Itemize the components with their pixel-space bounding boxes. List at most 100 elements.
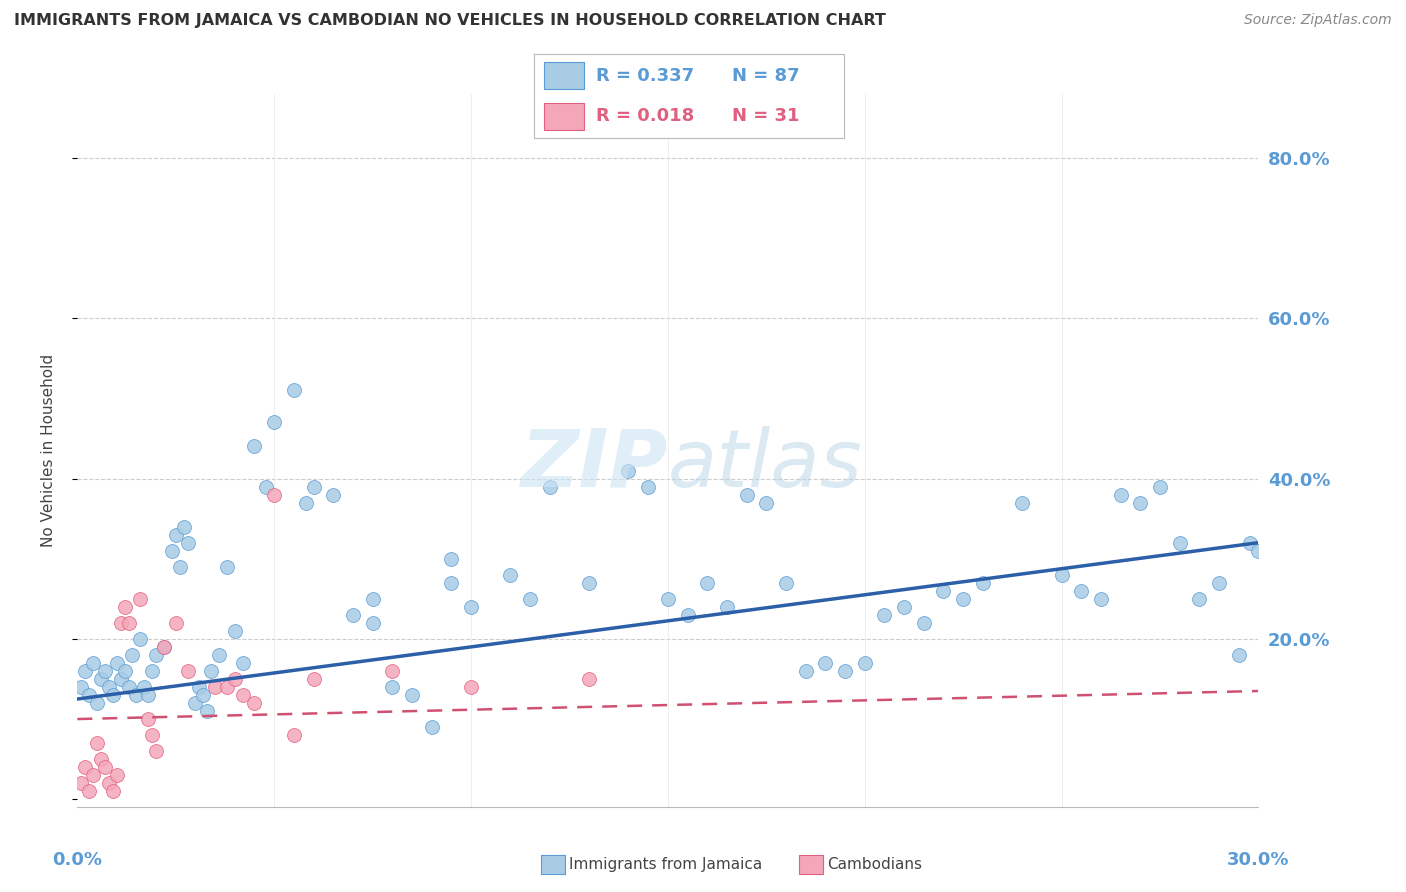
Point xyxy=(696,575,718,590)
Point xyxy=(195,704,218,718)
Point xyxy=(460,599,482,614)
Bar xyxy=(544,103,583,130)
Point xyxy=(165,527,187,541)
Point xyxy=(263,416,285,430)
Point xyxy=(440,551,463,566)
Point xyxy=(117,680,139,694)
Point xyxy=(932,583,955,598)
Point xyxy=(361,591,384,606)
Point xyxy=(342,607,364,622)
Point xyxy=(77,784,100,798)
Point xyxy=(283,384,305,398)
Point xyxy=(519,591,541,606)
Point xyxy=(657,591,679,606)
Text: ZIP: ZIP xyxy=(520,425,668,504)
Text: atlas: atlas xyxy=(668,425,863,504)
Point xyxy=(1168,535,1191,549)
Bar xyxy=(544,62,583,89)
Point xyxy=(193,688,215,702)
Point xyxy=(912,615,935,630)
Point xyxy=(302,479,325,493)
Text: N = 87: N = 87 xyxy=(733,67,800,85)
Point xyxy=(243,696,266,710)
Point xyxy=(893,599,915,614)
Point xyxy=(460,680,482,694)
Point xyxy=(145,648,167,662)
Point xyxy=(420,720,443,734)
Point xyxy=(499,567,522,582)
Point xyxy=(361,615,384,630)
Point xyxy=(86,696,108,710)
Point xyxy=(716,599,738,614)
Point xyxy=(188,680,211,694)
Point xyxy=(873,607,896,622)
Point xyxy=(302,672,325,686)
Point xyxy=(105,656,128,670)
Point xyxy=(75,760,97,774)
Point xyxy=(263,487,285,501)
Point xyxy=(617,463,640,477)
Point xyxy=(165,615,187,630)
Point xyxy=(1070,583,1092,598)
Point xyxy=(1188,591,1211,606)
Point xyxy=(184,696,207,710)
Text: IMMIGRANTS FROM JAMAICA VS CAMBODIAN NO VEHICLES IN HOUSEHOLD CORRELATION CHART: IMMIGRANTS FROM JAMAICA VS CAMBODIAN NO … xyxy=(14,13,886,29)
Point xyxy=(114,664,136,678)
Point xyxy=(136,712,159,726)
Point xyxy=(676,607,699,622)
Point xyxy=(90,672,112,686)
Point xyxy=(538,479,561,493)
Point xyxy=(173,519,195,533)
Point xyxy=(160,543,183,558)
Text: R = 0.337: R = 0.337 xyxy=(596,67,695,85)
Point xyxy=(952,591,974,606)
Point xyxy=(215,680,238,694)
Point xyxy=(294,495,316,509)
Point xyxy=(254,479,277,493)
Point xyxy=(381,680,404,694)
Point xyxy=(70,776,93,790)
Point xyxy=(1149,479,1171,493)
Point xyxy=(125,688,148,702)
Point xyxy=(134,680,156,694)
Point xyxy=(215,559,238,574)
Point xyxy=(145,744,167,758)
Point xyxy=(1247,543,1270,558)
Point xyxy=(232,656,254,670)
Point xyxy=(578,575,600,590)
Point xyxy=(1050,567,1073,582)
Point xyxy=(82,656,104,670)
Point xyxy=(75,664,97,678)
Point xyxy=(243,440,266,454)
Point xyxy=(70,680,93,694)
Y-axis label: No Vehicles in Household: No Vehicles in Household xyxy=(42,354,56,547)
Point xyxy=(105,768,128,782)
Text: 0.0%: 0.0% xyxy=(52,851,103,870)
Point xyxy=(94,760,117,774)
Point xyxy=(97,680,120,694)
Point xyxy=(834,664,856,678)
Point xyxy=(141,664,163,678)
Point xyxy=(97,776,120,790)
Point xyxy=(129,632,152,646)
Point xyxy=(1090,591,1112,606)
Point xyxy=(1109,487,1132,501)
Point xyxy=(1239,535,1261,549)
Point xyxy=(735,487,758,501)
Point xyxy=(86,736,108,750)
Point xyxy=(440,575,463,590)
Point xyxy=(775,575,797,590)
Point xyxy=(200,664,222,678)
Point xyxy=(1129,495,1152,509)
Point xyxy=(94,664,117,678)
Point xyxy=(129,591,152,606)
Point xyxy=(637,479,659,493)
Point xyxy=(176,535,198,549)
Point xyxy=(208,648,231,662)
Point xyxy=(224,624,246,638)
Text: N = 31: N = 31 xyxy=(733,107,800,125)
Point xyxy=(82,768,104,782)
Point xyxy=(117,615,139,630)
Point xyxy=(176,664,198,678)
Point xyxy=(77,688,100,702)
